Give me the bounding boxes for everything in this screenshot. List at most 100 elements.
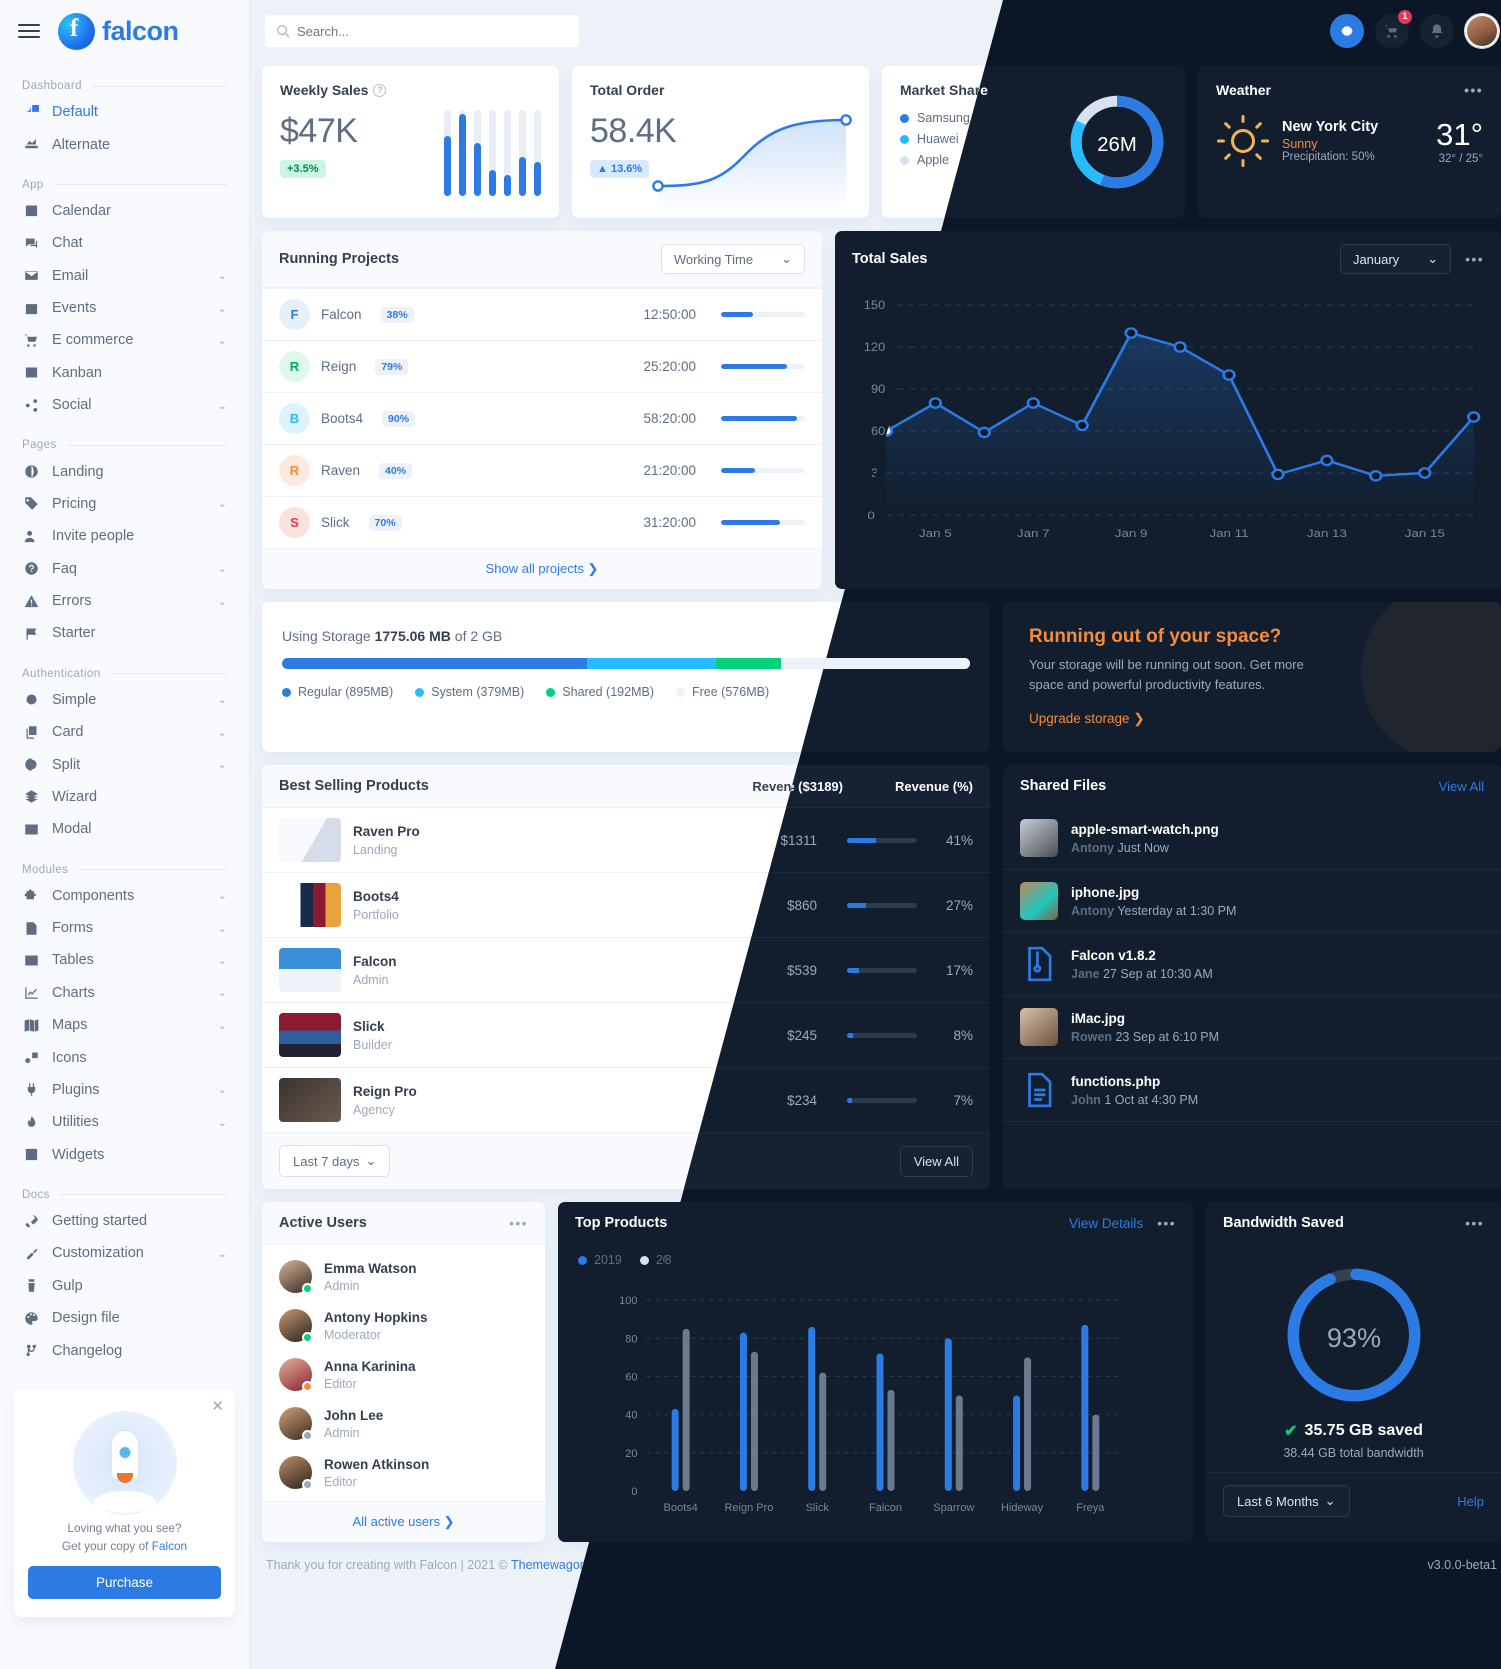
sidebar-item-plugins[interactable]: Plugins ⌄ (0, 1074, 249, 1106)
table-row[interactable]: S Slick 70% 31:20:00 (262, 496, 822, 548)
table-row[interactable]: R Raven 40% 21:20:00 (262, 444, 822, 496)
sidebar-item-tables[interactable]: Tables ⌄ (0, 944, 249, 976)
top-products-title: Top Products (575, 1215, 668, 1232)
legend-label: 2018 (655, 1253, 684, 1268)
list-item[interactable]: apple-smart-watch.png Antony Just Now (1015, 807, 1489, 871)
last-7-days-select[interactable]: Last 7 days ⌄ (279, 1145, 391, 1178)
avatar (279, 1456, 313, 1491)
weekly-sales-value: $47K (280, 112, 358, 150)
close-icon[interactable]: ✕ (211, 1397, 224, 1415)
sidebar-item-utilities[interactable]: Utilities ⌄ (0, 1106, 249, 1138)
bell-icon[interactable] (1408, 14, 1442, 48)
list-item[interactable]: Antony Hopkins Moderator (262, 1301, 545, 1350)
total-sales-more-icon[interactable]: ••• (1453, 251, 1472, 267)
svg-text:93%: 93% (1314, 1322, 1368, 1353)
sidebar-item-icons[interactable]: Icons (0, 1041, 249, 1073)
sidebar-item-customization[interactable]: Customization ⌄ (0, 1237, 249, 1269)
avatar (279, 1260, 313, 1295)
sidebar-item-invite-people[interactable]: Invite people (0, 520, 249, 552)
sidebar-item-landing[interactable]: Landing (0, 455, 249, 487)
sidebar-item-chat[interactable]: Chat (0, 227, 249, 259)
table-row[interactable]: B Boots4 90% 58:20:00 (262, 392, 822, 444)
list-item[interactable]: Rowen Atkinson Editor (262, 1448, 545, 1497)
sidebar-item-charts[interactable]: Charts ⌄ (0, 977, 249, 1009)
search-box[interactable] (264, 14, 580, 48)
table-row[interactable]: Reign Pro Agency $234 7% (262, 1068, 1002, 1134)
table-row[interactable]: Raven Pro Landing $1311 41% (262, 808, 1002, 874)
question-circle-icon[interactable]: ? (373, 83, 387, 97)
sidebar-item-errors[interactable]: Errors ⌄ (0, 585, 249, 617)
sidebar-item-simple[interactable]: Simple ⌄ (0, 684, 249, 716)
sidebar-item-getting-started[interactable]: Getting started (0, 1205, 249, 1237)
list-item[interactable]: Falcon v1.8.2 Jane 27 Sep at 10:30 AM (1015, 933, 1489, 997)
sidebar-item-widgets[interactable]: Widgets (0, 1139, 249, 1171)
event-icon (22, 299, 40, 317)
stat-cards-row: Weekly Sales ? $47K +3.5% Total Order 58… (262, 66, 1489, 218)
list-item[interactable]: Anna Karinina Editor (262, 1350, 545, 1399)
list-item[interactable]: John Lee Admin (262, 1399, 545, 1448)
sidebar-item-changelog[interactable]: Changelog (0, 1334, 249, 1366)
total-order-delta: ▲ 13.6% (590, 160, 650, 178)
avatar[interactable] (1453, 14, 1487, 48)
product-category: Agency (353, 1103, 395, 1118)
sidebar-item-kanban[interactable]: Kanban (0, 357, 249, 389)
sidebar-item-design-file[interactable]: Design file (0, 1302, 249, 1334)
sidebar-item-faq[interactable]: Faq ⌄ (0, 553, 249, 585)
sidebar-item-gulp[interactable]: Gulp (0, 1270, 249, 1302)
table-row[interactable]: R Reign 79% 25:20:00 (262, 340, 822, 392)
all-active-users-link[interactable]: All active users ❯ (352, 1514, 455, 1530)
sidebar-item-calendar[interactable]: Calendar (0, 195, 249, 227)
weather-more-icon[interactable]: ••• (1452, 82, 1471, 98)
promo-link[interactable]: Falcon (151, 1539, 188, 1554)
last-6-months-select[interactable]: Last 6 Months ⌄ (1211, 1485, 1338, 1518)
view-details-link[interactable]: View Details (1057, 1215, 1132, 1231)
product-revenue: $860 (798, 897, 829, 913)
sidebar-item-modal[interactable]: Modal (0, 813, 249, 845)
view-all-products-button[interactable]: View All (911, 1145, 985, 1177)
warning-triangle-icon (22, 592, 40, 610)
sidebar-item-e-commerce[interactable]: E commerce ⌄ (0, 324, 249, 356)
avatar (279, 1407, 313, 1442)
purchase-button[interactable]: Purchase (28, 1566, 221, 1600)
list-item[interactable]: iMac.jpg Rowen 23 Sep at 6:10 PM (1015, 996, 1489, 1060)
sidebar-item-pricing[interactable]: Pricing ⌄ (0, 488, 249, 520)
sidebar-item-maps[interactable]: Maps ⌄ (0, 1009, 249, 1041)
active-users-more-icon[interactable]: ••• (509, 1215, 528, 1232)
sidebar-item-starter[interactable]: Starter (0, 617, 249, 649)
sidebar-item-alternate[interactable]: Alternate (0, 128, 249, 160)
bandwidth-help-link[interactable]: Help (1445, 1493, 1472, 1509)
sidebar-item-default[interactable]: Default (0, 96, 249, 128)
table-row[interactable]: Slick Builder $245 8% (262, 1003, 1002, 1069)
show-all-projects-link[interactable]: Show all projects ❯ (485, 561, 599, 576)
sidebar-item-wizard[interactable]: Wizard (0, 781, 249, 813)
month-select[interactable]: January ⌄ (1327, 244, 1440, 274)
sidebar-item-events[interactable]: Events ⌄ (0, 292, 249, 324)
list-item[interactable]: iphone.jpg Antony Yesterday at 1:30 PM (1015, 870, 1489, 934)
table-row[interactable]: F Falcon 38% 12:50:00 (262, 288, 822, 340)
sidebar-item-social[interactable]: Social ⌄ (0, 389, 249, 421)
globe-icon (22, 463, 40, 481)
sidebar-item-email[interactable]: Email ⌄ (0, 260, 249, 292)
sidebar-item-label: Components (52, 887, 135, 904)
table-row[interactable]: Boots4 Portfolio $860 27% (262, 873, 1002, 939)
project-progress-bar (721, 364, 805, 369)
working-time-select[interactable]: Working Time ⌄ (660, 244, 805, 274)
brand-logo[interactable]: falcon (58, 12, 179, 50)
list-item[interactable]: Emma Watson Admin (262, 1252, 545, 1301)
top-products-more-icon[interactable]: ••• (1145, 1215, 1164, 1232)
hamburger-menu-icon[interactable] (18, 20, 40, 43)
list-item[interactable]: functions.php John 1 Oct at 4:30 PM (1015, 1059, 1489, 1123)
footer-link[interactable]: Themewagon (511, 1558, 587, 1573)
project-avatar: R (279, 351, 310, 382)
sidebar-item-card[interactable]: Card ⌄ (0, 716, 249, 748)
bandwidth-more-icon[interactable]: ••• (1453, 1215, 1472, 1232)
shared-files-view-all-link[interactable]: View All (1426, 778, 1472, 794)
sidebar-item-split[interactable]: Split ⌄ (0, 748, 249, 780)
sidebar-item-forms[interactable]: Forms ⌄ (0, 912, 249, 944)
cart-icon[interactable]: 1 (1363, 10, 1400, 48)
table-row[interactable]: Falcon Admin $539 17% (262, 938, 1002, 1004)
upgrade-storage-link[interactable]: Upgrade storage ❯ (1041, 711, 1157, 727)
search-input[interactable] (297, 23, 579, 39)
gear-icon[interactable] (1318, 14, 1352, 48)
sidebar-item-components[interactable]: Components ⌄ (0, 880, 249, 912)
